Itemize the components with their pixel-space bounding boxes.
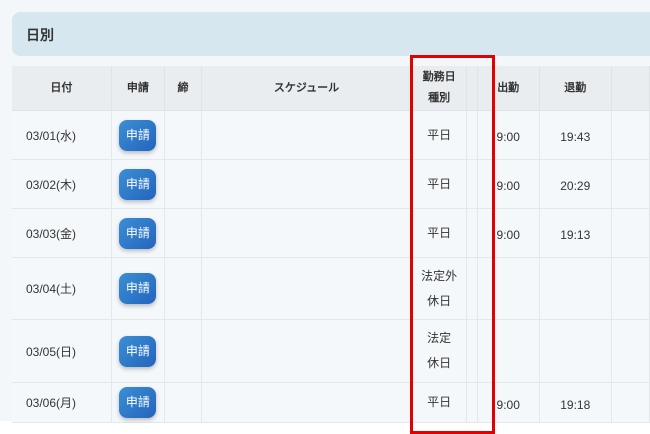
cell-clock-out: 20:29 xyxy=(539,159,612,209)
header-schedule: スケジュール xyxy=(201,66,413,111)
cell-more xyxy=(611,382,650,423)
table-row: 03/01(水) 申請 平日 9:00 19:43 xyxy=(12,110,650,160)
cell-more xyxy=(611,319,650,383)
cell-date: 03/03(金) xyxy=(12,208,112,258)
workday-type-line2: 休日 xyxy=(427,356,452,370)
cell-close xyxy=(164,159,202,209)
cell-date: 03/04(土) xyxy=(12,257,112,320)
workday-type-line1: 平日 xyxy=(427,395,452,409)
cell-workday-type: 平日 xyxy=(411,110,468,160)
cell-spacer xyxy=(466,110,478,160)
cell-clock-in: 9:00 xyxy=(477,110,540,160)
workday-type-line1: 法定 xyxy=(427,331,452,345)
header-date: 日付 xyxy=(12,66,112,111)
cell-date: 03/05(日) xyxy=(12,319,112,383)
cell-apply: 申請 xyxy=(111,319,166,383)
workday-type-line1: 法定外 xyxy=(421,268,458,283)
cell-clock-out xyxy=(539,319,612,383)
table-row: 03/04(土) 申請 法定外休日 xyxy=(12,257,650,320)
cell-spacer xyxy=(466,208,478,258)
cell-more xyxy=(611,208,650,258)
cell-schedule xyxy=(201,257,413,320)
header-apply: 申請 xyxy=(111,66,166,111)
cell-schedule xyxy=(201,208,413,258)
apply-button[interactable]: 申請 xyxy=(119,335,157,367)
cell-workday-type: 平日 xyxy=(411,382,468,423)
header-clock-out: 退勤 xyxy=(539,66,612,111)
header-clock-in: 出勤 xyxy=(477,66,540,111)
workday-type-line2: 休日 xyxy=(427,293,452,308)
cell-apply: 申請 xyxy=(111,159,166,209)
cell-clock-in xyxy=(477,319,540,383)
workday-type-line1: 平日 xyxy=(427,176,452,191)
cell-date: 03/02(木) xyxy=(12,159,112,209)
header-workday-type-line1: 勤務日 xyxy=(422,71,456,83)
cell-date: 03/06(月) xyxy=(12,382,112,423)
cell-close xyxy=(164,382,202,423)
apply-button[interactable]: 申請 xyxy=(119,387,157,418)
cell-clock-out: 19:18 xyxy=(539,382,612,423)
cell-apply: 申請 xyxy=(111,110,166,160)
cell-clock-in xyxy=(477,257,540,320)
page-background: 日別 日付 申請 締 スケジュール 勤務日 種別 出勤 退勤 03/01(水) 申請… xyxy=(0,0,650,423)
daily-panel-header: 日別 xyxy=(12,12,650,56)
cell-apply: 申請 xyxy=(111,257,166,320)
cell-close xyxy=(164,257,202,320)
cell-workday-type: 法定外 休日 xyxy=(411,257,468,320)
cell-clock-in: 9:00 xyxy=(477,382,540,423)
cell-close xyxy=(164,208,202,258)
cell-more xyxy=(611,110,650,160)
table-row: 03/03(金) 申請 平日 9:00 19:13 xyxy=(12,208,650,258)
cell-spacer xyxy=(466,382,478,423)
cell-more xyxy=(611,257,650,320)
apply-button[interactable]: 申請 xyxy=(119,119,157,151)
cell-spacer xyxy=(466,319,478,383)
cell-schedule xyxy=(201,382,413,423)
table-row: 03/02(木) 申請 平日 9:00 20:29 xyxy=(12,159,650,209)
header-more xyxy=(611,66,650,111)
table-header-row: 日付 申請 締 スケジュール 勤務日種別 出勤 退勤 xyxy=(12,66,650,111)
header-close: 締 xyxy=(164,66,202,111)
cell-close xyxy=(164,319,202,383)
apply-button[interactable]: 申請 xyxy=(119,217,157,249)
header-workday-type: 勤務日 種別 xyxy=(411,66,468,111)
cell-workday-type: 平日 xyxy=(411,159,468,209)
cell-workday-type: 平日 xyxy=(411,208,468,258)
cell-schedule xyxy=(201,110,413,160)
table-row: 03/05(日) 申請 法定休日 xyxy=(12,319,650,383)
cell-clock-out: 19:13 xyxy=(539,208,612,258)
cell-clock-in: 9:00 xyxy=(477,208,540,258)
header-spacer xyxy=(466,66,478,111)
cell-apply: 申請 xyxy=(111,382,166,423)
workday-type-line1: 平日 xyxy=(427,225,452,240)
cell-more xyxy=(611,159,650,209)
header-workday-type-line2: 種別 xyxy=(428,92,451,104)
workday-type-line1: 平日 xyxy=(427,127,452,142)
apply-button[interactable]: 申請 xyxy=(119,273,157,304)
cell-workday-type: 法定 休日 xyxy=(411,319,468,383)
apply-button[interactable]: 申請 xyxy=(119,168,157,200)
table-row: 03/06(月) 申請 平日 9:00 19:18 xyxy=(12,382,650,423)
cell-clock-out: 19:43 xyxy=(539,110,612,160)
cell-clock-in: 9:00 xyxy=(477,159,540,209)
cell-clock-out xyxy=(539,257,612,320)
cell-schedule xyxy=(201,319,413,383)
panel-title: 日別 xyxy=(26,27,54,43)
cell-schedule xyxy=(201,159,413,209)
cell-spacer xyxy=(466,159,478,209)
cell-apply: 申請 xyxy=(111,208,166,258)
cell-close xyxy=(164,110,202,160)
cell-spacer xyxy=(466,257,478,320)
cell-date: 03/01(水) xyxy=(12,110,112,160)
daily-attendance-table: 日付 申請 締 スケジュール 勤務日 種別 出勤 退勤 03/01(水) 申請 平日 9… xyxy=(12,66,650,423)
